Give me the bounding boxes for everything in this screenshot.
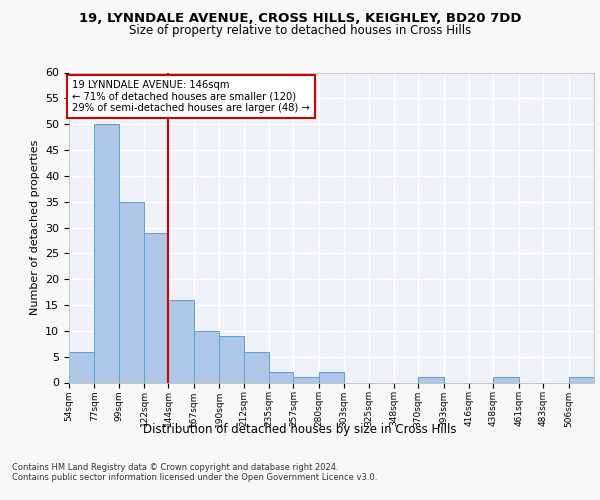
Bar (269, 372, 293, 382)
Bar (244, 352, 269, 382)
Text: 19, LYNNDALE AVENUE, CROSS HILLS, KEIGHLEY, BD20 7DD: 19, LYNNDALE AVENUE, CROSS HILLS, KEIGHL… (79, 12, 521, 26)
Bar (569, 378, 594, 382)
Bar (194, 331, 220, 382)
Text: Distribution of detached houses by size in Cross Hills: Distribution of detached houses by size … (143, 422, 457, 436)
Bar (319, 372, 344, 382)
Y-axis label: Number of detached properties: Number of detached properties (29, 140, 40, 315)
Bar (169, 300, 194, 382)
Bar (220, 336, 244, 382)
Bar (69, 352, 94, 382)
Bar (94, 124, 119, 382)
Bar (293, 378, 319, 382)
Text: 19 LYNNDALE AVENUE: 146sqm
← 71% of detached houses are smaller (120)
29% of sem: 19 LYNNDALE AVENUE: 146sqm ← 71% of deta… (73, 80, 310, 114)
Bar (119, 202, 144, 382)
Bar (493, 378, 519, 382)
Text: Contains HM Land Registry data © Crown copyright and database right 2024.
Contai: Contains HM Land Registry data © Crown c… (12, 462, 377, 482)
Bar (418, 378, 443, 382)
Text: Size of property relative to detached houses in Cross Hills: Size of property relative to detached ho… (129, 24, 471, 37)
Bar (144, 232, 169, 382)
